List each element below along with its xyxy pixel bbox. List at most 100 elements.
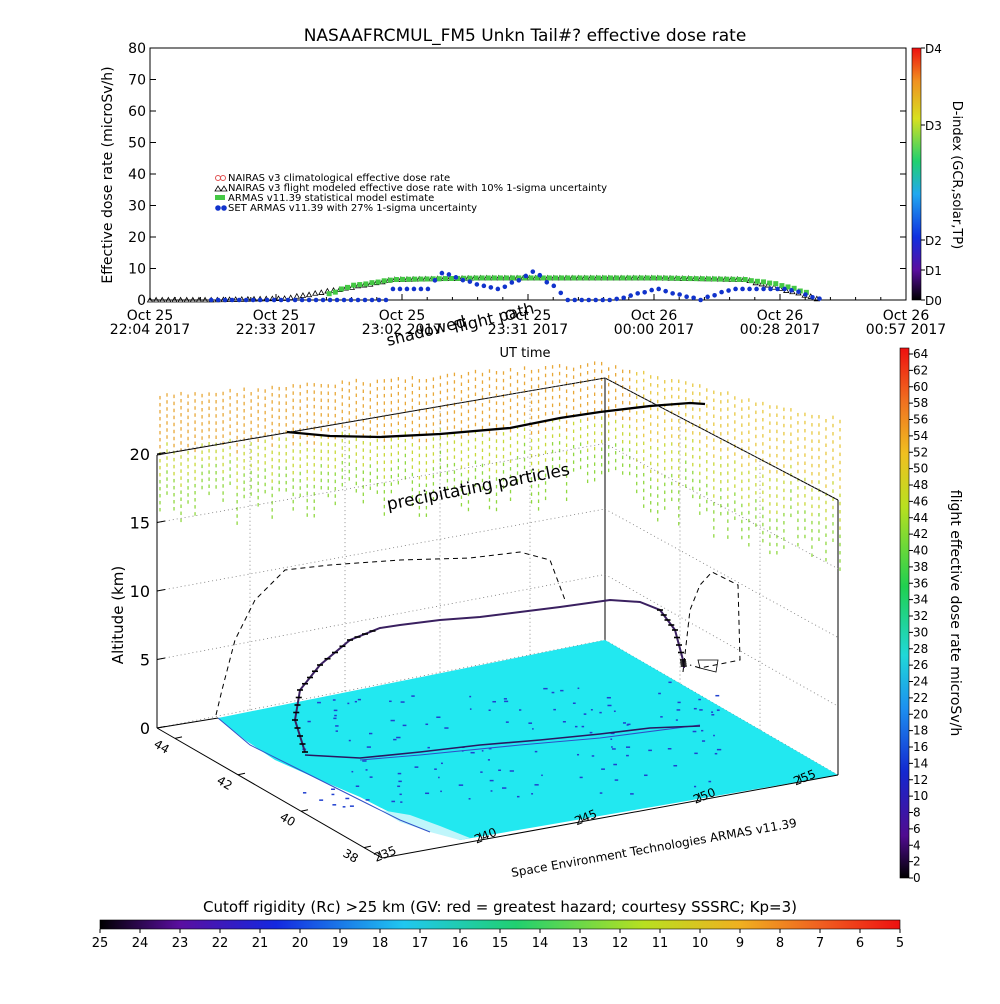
armas-model-point [473,276,478,281]
rigidity-tick-label: 7 [816,936,824,951]
ground-speck [678,702,681,704]
ground-speck [334,715,337,717]
set-armas-point [321,298,326,303]
ground-speck [519,709,521,711]
flight-dose-tick-label: 52 [913,445,928,459]
rigidity-tick-label: 13 [572,936,589,951]
set-armas-point [272,298,277,303]
flight-dose-tick-label: 8 [913,806,921,820]
set-armas-point [782,287,787,292]
flight-path-projection-right [683,572,740,672]
ground-speck [627,724,629,726]
d-index-colorbar [912,48,921,300]
ground-speck [677,709,681,711]
x-tick-label-line2: 00:00 2017 [614,322,694,338]
set-armas-point [698,298,703,303]
flight-dose-tick-label: 54 [913,429,928,443]
flight-dose-tick-label: 32 [913,609,928,623]
armas-model-point [437,276,442,281]
armas-model-point [504,275,509,280]
z-tick-label: 15 [130,514,150,533]
ground-speck [425,724,428,726]
ground-speck [668,682,671,684]
flight-dose-tick-label: 6 [913,822,921,836]
ground-speck [401,701,405,703]
armas-model-point [773,281,778,286]
ground-speck [351,771,353,773]
ground-speck [715,753,718,755]
set-armas-point [356,298,361,303]
ground-speck [369,733,372,735]
ground-speck [334,710,338,712]
ground-speck [358,699,361,701]
right-wall-gridline [605,444,838,569]
set-armas-point [593,298,598,303]
ground-speck [356,786,359,788]
x-tick-label-line2: 22:04 2017 [110,322,190,338]
armas-model-point [443,276,448,281]
ground-speck [398,773,402,775]
flight-dose-tick-label: 26 [913,658,928,672]
ground-speck [694,753,697,755]
altitude-label: Altitude (km) [109,566,127,664]
flight-dose-tick-label: 58 [913,396,928,410]
set-armas-point [531,269,536,274]
armas-model-point [345,285,350,290]
armas-model-point [565,275,570,280]
x-tick-label-line2: 00:57 2017 [866,322,946,338]
flight-dose-tick-label: 44 [913,511,928,525]
ground-speck [611,746,613,748]
set-armas-point [412,287,417,292]
set-armas-point [461,278,466,283]
armas-model-point [767,281,772,286]
y-tick-label: 50 [128,136,146,152]
top-series-group: NAIRAS v3 flight modeled effective dose … [148,269,823,302]
ground-speck [400,801,402,803]
rigidity-tick-label: 14 [532,936,549,951]
x-tick-label-line2: 22:33 2017 [236,322,316,338]
set-armas-point [719,290,724,295]
set-armas-point [244,298,249,303]
set-armas-point [642,290,647,295]
ground-speck [610,738,612,740]
ground-speck [582,726,585,728]
flight-dose-tick-label: 22 [913,691,928,705]
armas-model-point [363,281,368,286]
legend-marker [221,205,227,211]
flight-dose-tick-label: 16 [913,740,928,754]
armas-model-point [584,275,589,280]
set-armas-point [279,298,284,303]
z-tick-label: 5 [140,651,150,670]
ground-speck [459,784,463,786]
cutoff-rigidity-title: Cutoff rigidity (Rc) >25 km (GV: red = g… [203,898,797,916]
armas-model-point [737,277,742,282]
d-index-label: D0 [925,294,942,308]
ground-speck [319,799,323,801]
ground-speck [615,779,619,781]
ground-speck [575,726,578,728]
rigidity-tick-label: 8 [776,936,784,951]
base-left-edge [157,718,218,728]
armas-model-point [486,275,491,280]
rigidity-tick-label: 19 [332,936,349,951]
armas-model-point [761,279,766,284]
ground-speck [343,806,346,808]
ground-speck [332,804,336,806]
armas-model-point [400,277,405,282]
ground-speck [580,777,583,779]
armas-model-point [651,275,656,280]
armas-model-point [357,282,362,287]
legend-marker [216,176,221,181]
armas-model-point [712,276,717,281]
ground-speck [600,792,603,794]
ground-speck [480,771,482,773]
set-armas-point [796,289,801,294]
ground-speck [347,703,349,705]
ground-speck [400,794,402,796]
flight-dose-tick-label: 38 [913,560,928,574]
set-armas-point [349,298,354,303]
set-armas-point [335,298,340,303]
armas-model-point [425,276,430,281]
set-armas-point [258,298,263,303]
